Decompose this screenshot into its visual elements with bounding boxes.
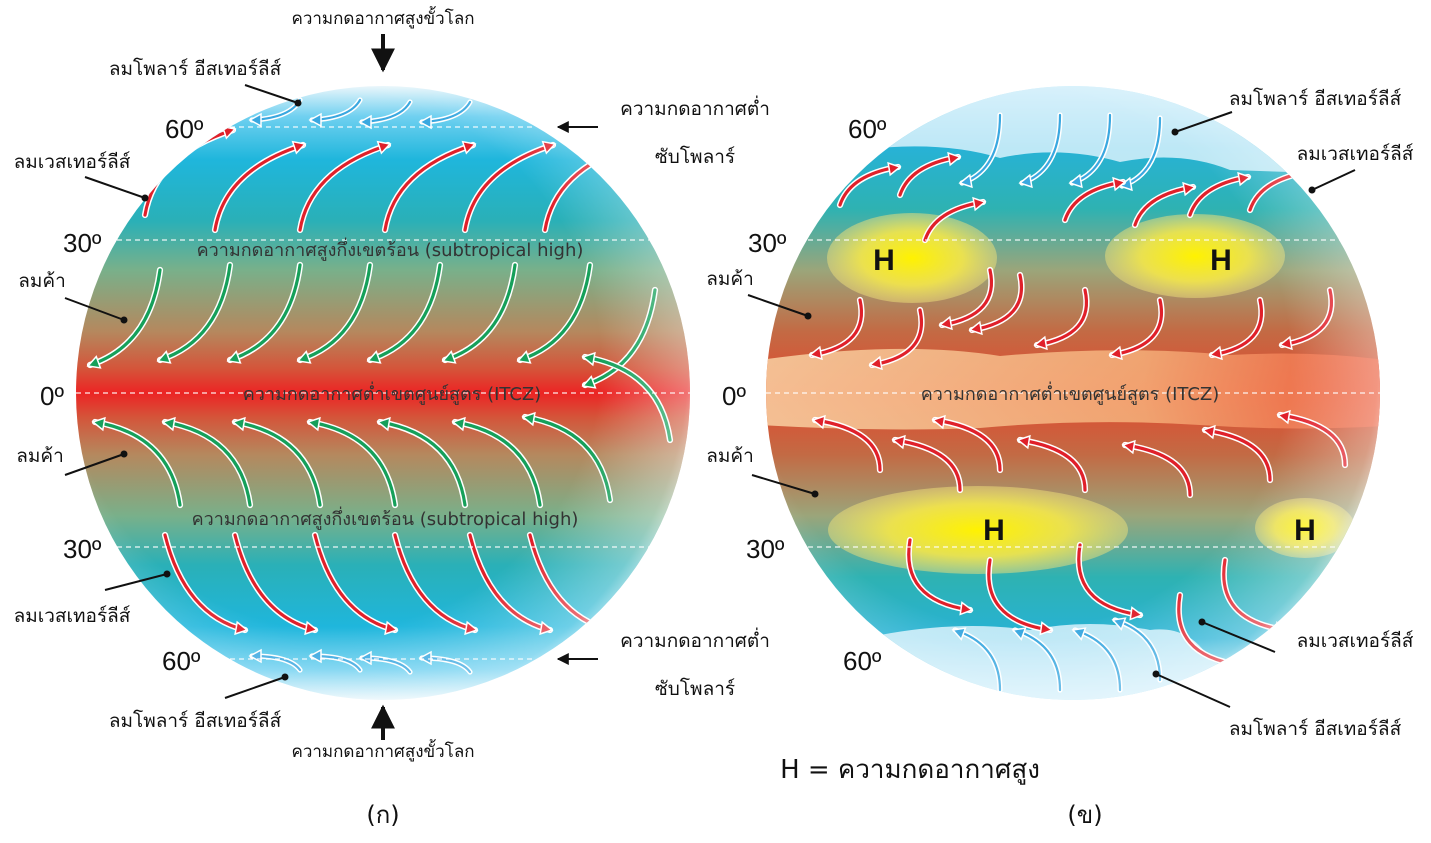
westerlies-label-bottom-a: ลมเวสเทอร์ลีส์ — [14, 605, 131, 627]
leader-line — [64, 297, 125, 321]
leader-line — [64, 453, 125, 476]
leader-line — [244, 84, 299, 104]
leader-line — [224, 676, 286, 699]
trade-wind-label-bottom-b: ลมค้า — [706, 445, 754, 467]
high-marker: H — [1294, 514, 1316, 547]
lat-30-top-a: 30º — [63, 228, 102, 258]
leader-dot — [804, 312, 812, 320]
high-marker: H — [983, 514, 1005, 547]
leader-dot — [811, 490, 819, 498]
leader-line — [1174, 111, 1233, 133]
leader-dot — [1152, 670, 1160, 678]
panel-b: H H H H ความกดอากาศต่ำเขตศูนย์สูตร (ITCZ… — [706, 86, 1414, 829]
leader-dot — [120, 450, 128, 458]
westerly-arrow-head — [621, 140, 637, 155]
trade-wind-label-top-a: ลมค้า — [18, 270, 66, 292]
lat-30-bottom-a: 30º — [63, 534, 102, 564]
leader-line — [1201, 621, 1276, 653]
lat-60-top-a: 60º — [165, 114, 204, 144]
polar-easterlies-label-bottom-b: ลมโพลาร์ อีสเทอร์ลีส์ — [1229, 717, 1402, 740]
high-marker: H — [873, 244, 895, 277]
leader-dot — [163, 570, 171, 578]
westerlies-label-top-b: ลมเวสเทอร์ลีส์ — [1297, 143, 1414, 165]
caption-b: (ข) — [1067, 801, 1102, 829]
itcz-label-a: ความกดอากาศต่ำเขตศูนย์สูตร (ITCZ) — [243, 381, 542, 405]
leader-line — [104, 573, 168, 591]
legend-high-pressure: H = ความกดอากาศสูง — [780, 755, 1040, 785]
polar-easterlies-label-bottom-a: ลมโพลาร์ อีสเทอร์ลีส์ — [109, 709, 282, 732]
lat-30-top-b: 30º — [748, 228, 787, 258]
leader-dot — [1308, 186, 1316, 194]
westerly-arrow-head — [1229, 656, 1244, 671]
leader-dot — [1198, 618, 1206, 626]
panel-a: ความกดอากาศสูงกึ่งเขตร้อน (subtropical h… — [14, 6, 770, 829]
latitude-lines-b — [766, 239, 1380, 548]
polar-easterlies-label-top-a: ลมโพลาร์ อีสเทอร์ลีส์ — [109, 57, 282, 80]
lat-0-b: 0º — [722, 381, 746, 411]
subtropical-high-label-bottom: ความกดอากาศสูงกึ่งเขตร้อน (subtropical h… — [192, 506, 579, 530]
trade-wind-label-top-b: ลมค้า — [706, 268, 754, 290]
leader-dot — [294, 99, 302, 107]
trade-wind-label-bottom-a: ลมค้า — [16, 445, 64, 467]
subpolar-low-label-top-line1: ความกดอากาศต่ำ — [620, 95, 770, 120]
subpolar-low-label-bottom-line2: ซับโพลาร์ — [655, 677, 735, 700]
leader-dot — [1171, 128, 1179, 136]
subpolar-low-label-bottom-line1: ความกดอากาศต่ำ — [620, 627, 770, 652]
polar-easterlies-label-top-b: ลมโพลาร์ อีสเทอร์ลีส์ — [1229, 87, 1402, 110]
leader-line — [1311, 169, 1356, 191]
westerly-arrow-head — [1274, 621, 1289, 636]
westerly-arrow-head — [1297, 166, 1312, 182]
lat-60-bottom-b: 60º — [843, 646, 882, 676]
leader-dot — [120, 316, 128, 324]
leader-line — [747, 294, 809, 317]
polar-high-label-bottom: ความกดอากาศสูงขั้วโลก — [291, 739, 474, 762]
westerly-arrow-head — [599, 620, 614, 636]
lat-60-bottom-a: 60º — [162, 646, 201, 676]
high-marker: H — [1210, 244, 1232, 277]
leader-line — [84, 176, 146, 199]
leader-line — [1155, 673, 1231, 708]
leader-line — [751, 474, 816, 495]
lat-60-top-b: 60º — [848, 114, 887, 144]
subtropical-high-label-top: ความกดอากาศสูงกึ่งเขตร้อน (subtropical h… — [197, 237, 584, 261]
lat-30-bottom-b: 30º — [746, 534, 785, 564]
latitude-lines-a — [76, 126, 690, 660]
itcz-label-b: ความกดอากาศต่ำเขตศูนย์สูตร (ITCZ) — [921, 381, 1220, 405]
westerlies-label-top-a: ลมเวสเทอร์ลีส์ — [14, 151, 131, 173]
polar-high-label-top: ความกดอากาศสูงขั้วโลก — [291, 6, 474, 29]
caption-a: (ก) — [366, 801, 399, 829]
leader-dot — [281, 673, 289, 681]
lat-0-a: 0º — [40, 381, 64, 411]
subpolar-low-label-top-line2: ซับโพลาร์ — [655, 145, 735, 168]
leader-dot — [141, 194, 149, 202]
westerlies-label-bottom-b: ลมเวสเทอร์ลีส์ — [1297, 630, 1414, 652]
